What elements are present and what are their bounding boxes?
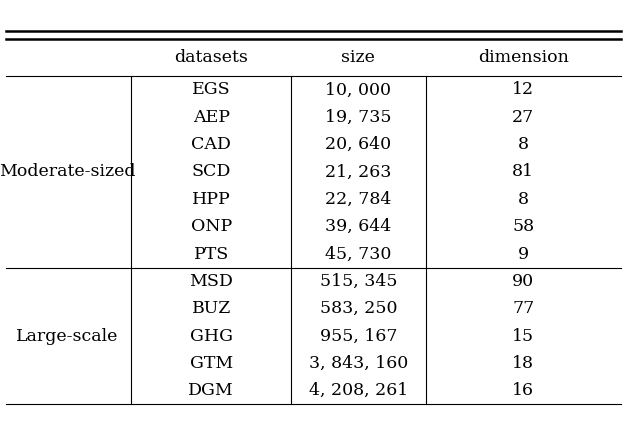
Text: CAD: CAD bbox=[191, 136, 231, 153]
Text: 27: 27 bbox=[512, 109, 534, 126]
Text: size: size bbox=[342, 49, 375, 66]
Text: 583, 250: 583, 250 bbox=[319, 300, 397, 317]
Text: 9: 9 bbox=[518, 246, 529, 262]
Text: 20, 640: 20, 640 bbox=[325, 136, 392, 153]
Text: GHG: GHG bbox=[189, 328, 233, 344]
Text: Moderate-sized: Moderate-sized bbox=[0, 164, 136, 180]
Text: 10, 000: 10, 000 bbox=[325, 82, 392, 98]
Text: BUZ: BUZ bbox=[191, 300, 231, 317]
Text: ONP: ONP bbox=[191, 218, 232, 235]
Text: GTM: GTM bbox=[189, 355, 233, 372]
Text: 90: 90 bbox=[512, 273, 534, 290]
Text: 12: 12 bbox=[512, 82, 534, 98]
Text: 3, 843, 160: 3, 843, 160 bbox=[308, 355, 408, 372]
Text: dimension: dimension bbox=[478, 49, 568, 66]
Text: 19, 735: 19, 735 bbox=[325, 109, 392, 126]
Text: DGM: DGM bbox=[188, 382, 234, 399]
Text: 8: 8 bbox=[518, 136, 529, 153]
Text: Large-scale: Large-scale bbox=[16, 328, 118, 344]
Text: 15: 15 bbox=[512, 328, 534, 344]
Text: 16: 16 bbox=[512, 382, 534, 399]
Text: HPP: HPP bbox=[192, 191, 230, 208]
Text: datasets: datasets bbox=[174, 49, 248, 66]
Text: 39, 644: 39, 644 bbox=[325, 218, 392, 235]
Text: 81: 81 bbox=[512, 164, 534, 180]
Text: 18: 18 bbox=[512, 355, 534, 372]
Text: 515, 345: 515, 345 bbox=[319, 273, 397, 290]
Text: 21, 263: 21, 263 bbox=[325, 164, 392, 180]
Text: 77: 77 bbox=[512, 300, 534, 317]
Text: PTS: PTS bbox=[193, 246, 229, 262]
Text: MSD: MSD bbox=[189, 273, 233, 290]
Text: SCD: SCD bbox=[191, 164, 231, 180]
Text: 955, 167: 955, 167 bbox=[319, 328, 397, 344]
Text: 8: 8 bbox=[518, 191, 529, 208]
Text: 22, 784: 22, 784 bbox=[325, 191, 392, 208]
Text: 58: 58 bbox=[512, 218, 534, 235]
Text: AEP: AEP bbox=[193, 109, 230, 126]
Text: 45, 730: 45, 730 bbox=[325, 246, 392, 262]
Text: 4, 208, 261: 4, 208, 261 bbox=[308, 382, 408, 399]
Text: EGS: EGS bbox=[192, 82, 230, 98]
